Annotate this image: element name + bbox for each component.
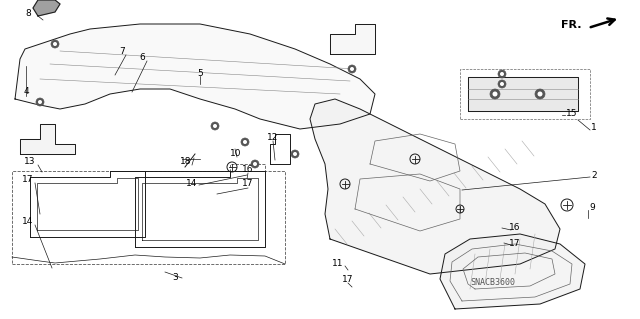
Text: 13: 13 <box>24 158 36 167</box>
Circle shape <box>213 124 217 128</box>
Circle shape <box>53 42 57 46</box>
Text: 3: 3 <box>172 272 178 281</box>
Polygon shape <box>310 99 560 274</box>
Circle shape <box>241 138 249 146</box>
Polygon shape <box>15 24 375 129</box>
Text: 1: 1 <box>591 123 597 132</box>
Circle shape <box>350 67 354 71</box>
Text: 17: 17 <box>22 175 34 184</box>
Polygon shape <box>440 234 585 309</box>
Text: 16: 16 <box>509 224 521 233</box>
Text: 10: 10 <box>230 149 242 158</box>
Text: 14: 14 <box>22 218 34 226</box>
Circle shape <box>498 80 506 88</box>
Circle shape <box>253 162 257 166</box>
Text: 5: 5 <box>197 69 203 78</box>
Polygon shape <box>20 124 75 154</box>
Text: 14: 14 <box>186 179 198 188</box>
Circle shape <box>291 150 299 158</box>
Circle shape <box>243 140 247 144</box>
Text: 8: 8 <box>25 9 31 18</box>
Text: 4: 4 <box>23 87 29 97</box>
Polygon shape <box>330 24 375 54</box>
Text: 6: 6 <box>139 54 145 63</box>
Circle shape <box>293 152 297 156</box>
Circle shape <box>500 82 504 86</box>
Text: SNACB3600: SNACB3600 <box>470 278 515 287</box>
Circle shape <box>51 40 59 48</box>
Text: 7: 7 <box>119 48 125 56</box>
Circle shape <box>348 65 356 73</box>
Circle shape <box>538 92 543 97</box>
Circle shape <box>498 70 506 78</box>
Circle shape <box>500 72 504 76</box>
Circle shape <box>211 122 219 130</box>
Text: 2: 2 <box>591 170 597 180</box>
Polygon shape <box>33 0 60 16</box>
Circle shape <box>36 98 44 106</box>
Circle shape <box>490 89 500 99</box>
Text: 12: 12 <box>268 132 278 142</box>
Text: 16: 16 <box>243 165 253 174</box>
Text: 9: 9 <box>589 203 595 211</box>
Text: FR.: FR. <box>561 20 582 30</box>
Polygon shape <box>468 77 578 111</box>
Text: 11: 11 <box>332 258 344 268</box>
Circle shape <box>251 160 259 168</box>
Text: 17: 17 <box>243 180 253 189</box>
Circle shape <box>493 92 497 97</box>
Circle shape <box>38 100 42 104</box>
Text: 17: 17 <box>342 276 354 285</box>
Text: 15: 15 <box>566 108 578 117</box>
Text: 18: 18 <box>180 158 192 167</box>
Text: 17: 17 <box>509 239 521 248</box>
Circle shape <box>535 89 545 99</box>
